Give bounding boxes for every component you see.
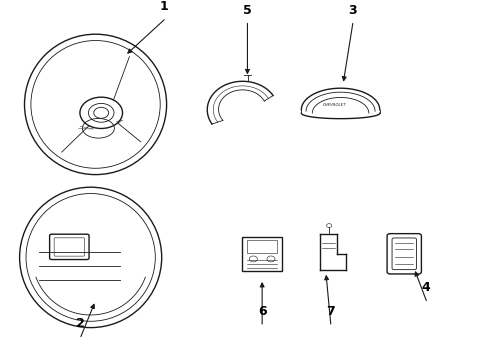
Text: 7: 7: [326, 305, 335, 318]
Text: 3: 3: [348, 4, 357, 17]
Text: 2: 2: [76, 317, 85, 330]
Text: 4: 4: [422, 281, 431, 294]
Bar: [242, 237, 282, 271]
Text: 6: 6: [258, 305, 267, 318]
Text: 5: 5: [243, 4, 252, 17]
Text: 1: 1: [160, 0, 169, 13]
Text: CHEVROLET: CHEVROLET: [323, 103, 346, 107]
Bar: [247, 240, 277, 253]
